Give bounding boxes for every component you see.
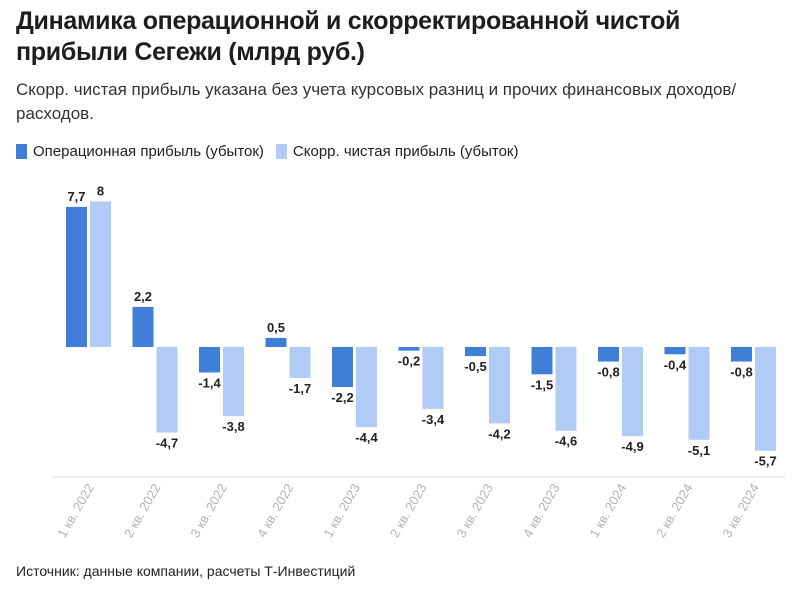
data-label-operating-6: -0,5 <box>464 359 486 374</box>
x-tick-label-1: 2 кв. 2022 <box>121 481 164 540</box>
data-label-operating-0: 7,7 <box>67 189 85 204</box>
bar-operating-7 <box>531 347 553 375</box>
bar-adjusted-9 <box>688 347 710 440</box>
bar-operating-2 <box>199 347 220 373</box>
legend-swatch-adjusted <box>275 144 287 159</box>
bar-adjusted-2 <box>223 347 244 417</box>
bar-operating-3 <box>265 337 287 347</box>
legend-label-adjusted: Скорр. чистая прибыль (убыток) <box>292 143 519 160</box>
data-label-adjusted-6: -4,2 <box>488 426 510 441</box>
bar-operating-10 <box>731 347 752 362</box>
legend-item-adjusted: Скорр. чистая прибыль (убыток) <box>275 143 519 160</box>
legend-label-operating: Операционная прибыль (убыток) <box>33 143 264 160</box>
bar-operating-4 <box>332 347 353 388</box>
x-tick-label-4: 1 кв. 2023 <box>320 481 363 540</box>
data-label-adjusted-0: 8 <box>97 183 104 198</box>
bar-adjusted-8 <box>622 347 643 437</box>
data-label-adjusted-1: -4,7 <box>156 436 178 451</box>
data-label-adjusted-4: -4,4 <box>355 430 378 445</box>
legend: Операционная прибыль (убыток) Скорр. чис… <box>16 143 530 160</box>
data-label-operating-5: -0,2 <box>398 354 420 369</box>
bar-adjusted-4 <box>356 347 377 428</box>
bar-operating-9 <box>664 347 686 355</box>
bar-operating-0 <box>66 206 87 347</box>
x-tick-label-2: 3 кв. 2022 <box>187 481 230 540</box>
bar-operating-5 <box>398 347 420 351</box>
data-label-operating-2: -1,4 <box>198 375 221 390</box>
bar-operating-6 <box>465 347 486 357</box>
chart-subtitle: Скорр. чистая прибыль указана без учета … <box>16 80 737 123</box>
bar-adjusted-0 <box>90 201 111 347</box>
bar-adjusted-10 <box>755 347 776 451</box>
legend-swatch-operating <box>16 144 27 159</box>
chart-title: Динамика операционной и скорректированно… <box>16 7 681 66</box>
data-label-adjusted-5: -3,4 <box>422 412 445 427</box>
x-tick-label-8: 1 кв. 2024 <box>586 481 629 540</box>
bar-adjusted-3 <box>289 347 311 378</box>
x-tick-label-9: 2 кв. 2024 <box>653 481 696 540</box>
bar-adjusted-6 <box>489 347 510 424</box>
data-label-operating-7: -1,5 <box>531 377 553 392</box>
source-note: Источник: данные компании, расчеты Т-Инв… <box>16 563 356 579</box>
bar-operating-8 <box>598 347 619 362</box>
bar-adjusted-7 <box>555 347 577 431</box>
data-label-operating-8: -0,8 <box>597 365 619 380</box>
bar-chart: 7,7 8 1 кв. 2022 2,2 -4,7 2 кв. 2022 -1,4 -3,8 3… <box>52 183 785 540</box>
x-tick-label-7: 4 кв. 2023 <box>520 481 563 540</box>
legend-item-operating: Операционная прибыль (убыток) <box>16 143 264 160</box>
data-label-operating-3: 0,5 <box>267 320 285 335</box>
data-label-operating-4: -2,2 <box>331 390 353 405</box>
x-tick-label-5: 2 кв. 2023 <box>387 481 430 540</box>
x-tick-label-6: 3 кв. 2023 <box>453 481 496 540</box>
x-tick-label-10: 3 кв. 2024 <box>719 481 762 540</box>
data-label-adjusted-2: -3,8 <box>222 419 244 434</box>
bar-adjusted-5 <box>422 347 444 409</box>
data-label-adjusted-10: -5,7 <box>754 454 776 469</box>
data-label-operating-9: -0,4 <box>664 357 687 372</box>
data-label-adjusted-7: -4,6 <box>555 434 577 449</box>
x-tick-label-3: 4 кв. 2022 <box>254 481 297 540</box>
x-tick-label-0: 1 кв. 2022 <box>54 481 97 540</box>
data-label-operating-1: 2,2 <box>134 289 152 304</box>
data-label-operating-10: -0,8 <box>730 365 752 380</box>
data-label-adjusted-8: -4,9 <box>621 439 643 454</box>
bar-adjusted-1 <box>156 347 178 433</box>
data-label-adjusted-9: -5,1 <box>688 443 710 458</box>
bar-operating-1 <box>132 306 154 347</box>
data-label-adjusted-3: -1,7 <box>289 381 311 396</box>
